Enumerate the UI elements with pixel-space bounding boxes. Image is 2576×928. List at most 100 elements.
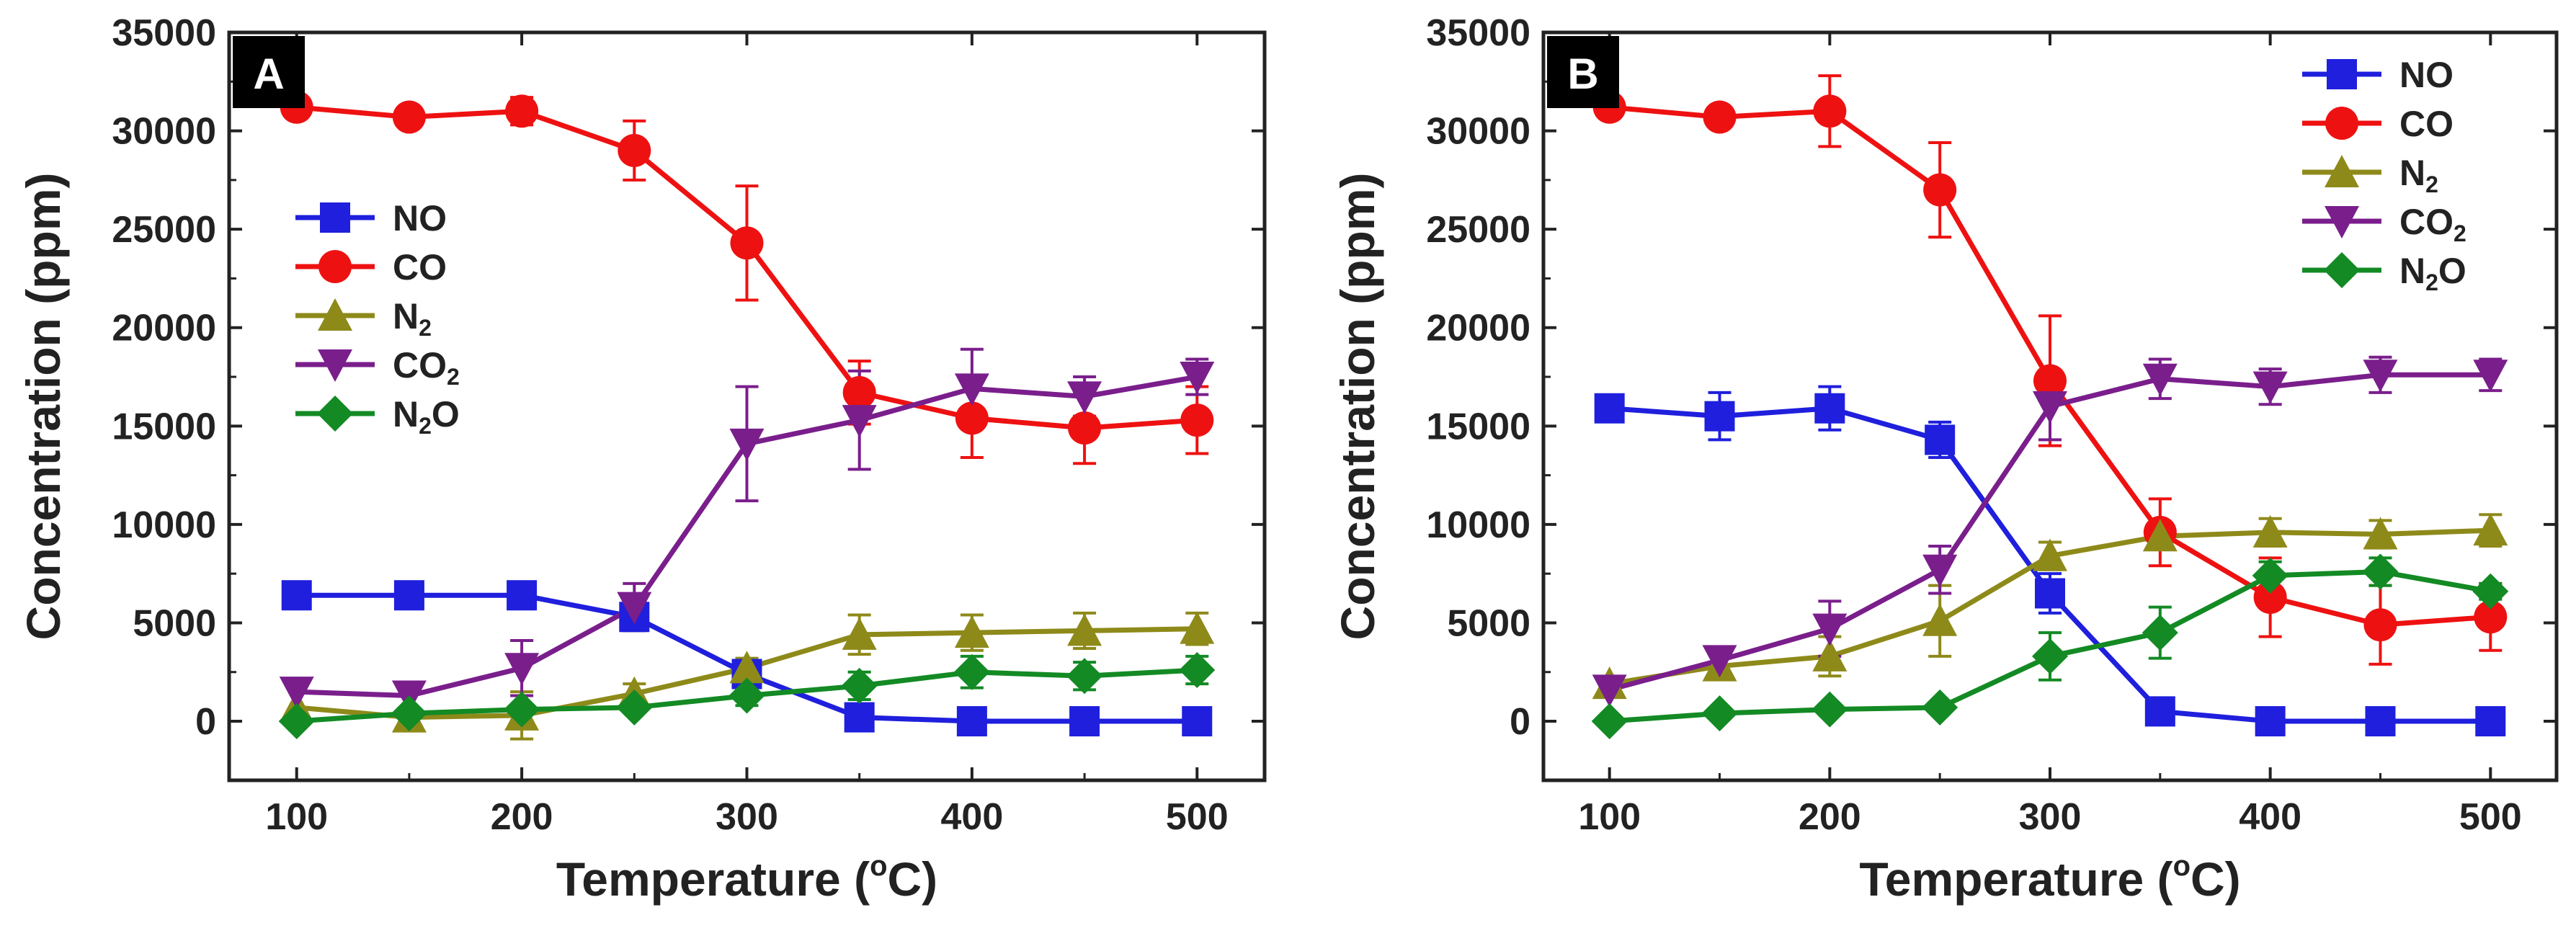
panel-tag-label: B xyxy=(1567,50,1598,98)
y-tick-label: 5000 xyxy=(1447,602,1530,644)
legend-marker-n2o xyxy=(2324,252,2360,288)
data-point-co2 xyxy=(2142,363,2178,396)
data-point-n2o xyxy=(616,689,653,726)
y-tick-label: 20000 xyxy=(1426,308,1530,349)
data-point-no xyxy=(2475,706,2506,737)
y-tick-label: 20000 xyxy=(112,308,216,349)
y-tick-label: 5000 xyxy=(133,602,216,644)
data-point-n2o xyxy=(504,691,540,728)
data-point-no xyxy=(844,702,875,733)
legend-label-sub: 2 xyxy=(2425,171,2438,197)
data-point-n2 xyxy=(2252,514,2288,548)
data-point-n2 xyxy=(2473,513,2508,546)
legend-label-main: N xyxy=(2399,153,2425,193)
legend-label-tail: O xyxy=(432,394,460,434)
y-tick-label: 15000 xyxy=(1426,406,1530,447)
x-axis-title: Temperature (oC) xyxy=(1859,850,2240,906)
data-point-no xyxy=(956,706,987,737)
legend-marker-co2 xyxy=(318,349,352,382)
data-point-co2 xyxy=(729,428,765,461)
data-point-no xyxy=(1925,424,1956,455)
data-point-n2o xyxy=(2472,573,2509,610)
data-point-co2 xyxy=(842,405,877,438)
data-point-n2 xyxy=(1922,603,1958,636)
panel-b: 100 200 300 400 5000500010000150002000025000… xyxy=(1331,12,2559,906)
x-axis-title-degree: o xyxy=(2173,850,2191,882)
data-point-co2 xyxy=(2252,371,2288,404)
legend-marker-n2o xyxy=(317,396,353,432)
legend-marker-n2 xyxy=(318,298,352,331)
y-tick-label: 35000 xyxy=(1426,12,1530,54)
legend-label-sub: 2 xyxy=(419,315,432,341)
data-point-co2 xyxy=(1180,362,1215,395)
legend-label: CO xyxy=(2399,104,2454,144)
legend-label-main: CO xyxy=(393,247,447,287)
legend-label-main: N xyxy=(393,394,419,434)
legend-marker-no xyxy=(320,202,350,233)
legend-label: N2 xyxy=(393,296,432,341)
data-point-n2 xyxy=(954,615,989,648)
data-point-n2o xyxy=(391,695,427,732)
legend-marker-n2 xyxy=(2325,155,2359,187)
data-point-n2o xyxy=(953,653,990,690)
data-point-co xyxy=(505,94,539,128)
data-point-co2 xyxy=(1922,554,1958,587)
data-point-co xyxy=(1923,173,1957,207)
y-tick-label: 35000 xyxy=(112,12,216,54)
x-tick-label: 500 xyxy=(1166,796,1229,838)
legend-marker-co xyxy=(318,250,352,283)
data-point-n2 xyxy=(2142,519,2178,552)
data-point-co xyxy=(1180,403,1214,437)
data-point-n2 xyxy=(2363,517,2398,550)
data-point-co2 xyxy=(1812,613,1848,646)
x-tick-label: 300 xyxy=(2019,796,2082,838)
data-point-n2o xyxy=(2252,557,2288,594)
x-axis-title-unit: C) xyxy=(2191,852,2241,906)
y-tick-label: 25000 xyxy=(112,209,216,251)
data-point-co2 xyxy=(2473,360,2508,393)
legend-label-sub: 2 xyxy=(2425,269,2438,295)
data-point-no xyxy=(2365,706,2396,737)
markers-n2o xyxy=(1591,553,2509,740)
data-point-co xyxy=(2363,608,2397,642)
legend-marker-co2 xyxy=(2325,206,2359,238)
x-axis-title: Temperature (oC) xyxy=(556,850,937,906)
data-point-co2 xyxy=(2033,391,2067,424)
legend-label: CO xyxy=(393,247,447,287)
x-tick-label: 200 xyxy=(491,796,553,838)
data-point-co2 xyxy=(279,677,314,710)
x-axis-title-unit: C) xyxy=(888,852,938,906)
data-point-no xyxy=(1182,706,1213,737)
legend-label: N2 xyxy=(2399,153,2438,197)
data-point-co xyxy=(730,226,764,260)
panel-tag-box xyxy=(233,36,305,108)
x-tick-label: 300 xyxy=(716,796,778,838)
x-tick-label: 500 xyxy=(2459,796,2522,838)
legend-label: N2O xyxy=(2399,251,2466,295)
data-point-n2o xyxy=(1811,691,1848,728)
x-tick-label: 200 xyxy=(1799,796,1861,838)
legend-label-main: N xyxy=(393,296,419,336)
legend-label-sub: 2 xyxy=(447,364,460,390)
legend-marker-co xyxy=(2325,107,2358,140)
data-point-no xyxy=(1069,706,1100,737)
data-point-no xyxy=(1594,393,1625,424)
legend-marker-no xyxy=(2327,59,2357,89)
data-point-no xyxy=(281,580,312,611)
legend-label-main: N xyxy=(2399,251,2425,291)
data-point-n2o xyxy=(1701,695,1738,732)
data-point-co2 xyxy=(1592,674,1627,708)
data-point-co xyxy=(2474,600,2508,634)
data-point-co xyxy=(1068,411,1102,445)
data-point-co2 xyxy=(954,373,989,406)
data-point-n2 xyxy=(1180,611,1215,644)
markers-co2 xyxy=(279,362,1215,713)
data-point-co2 xyxy=(1067,381,1102,414)
markers-n2o xyxy=(278,652,1216,740)
x-tick-label: 100 xyxy=(265,796,328,838)
legend-label-tail: O xyxy=(2438,251,2466,291)
data-point-no xyxy=(1704,401,1735,432)
